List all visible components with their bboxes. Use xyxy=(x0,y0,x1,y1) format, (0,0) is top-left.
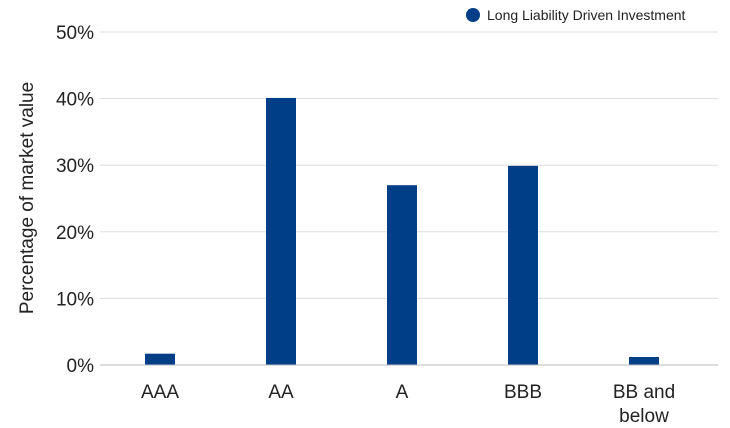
legend-label: Long Liability Driven Investment xyxy=(487,7,686,23)
y-tick-label-0: 0% xyxy=(67,356,95,377)
bar-a xyxy=(387,185,417,365)
x-tick-label-bb-and-below: BB and below xyxy=(613,382,675,427)
y-tick-label-20: 20% xyxy=(56,223,94,244)
x-axis-ticks: AAA AA A BBB BB and below xyxy=(141,382,675,427)
y-tick-label-40: 40% xyxy=(56,90,94,111)
bar-aa xyxy=(266,97,296,366)
y-axis-ticks: 0% 10% 20% 30% 40% 50% xyxy=(56,23,94,377)
y-tick-label-10: 10% xyxy=(56,289,94,310)
gridlines xyxy=(100,31,718,299)
x-tick-label-a: A xyxy=(396,382,409,403)
bars xyxy=(145,97,659,366)
y-tick-label-50: 50% xyxy=(56,23,94,44)
y-axis-title: Percentage of market value xyxy=(17,82,38,314)
bar-aaa xyxy=(145,353,175,365)
bar-bbb xyxy=(508,165,538,365)
y-tick-label-30: 30% xyxy=(56,156,94,177)
legend: Long Liability Driven Investment xyxy=(466,7,686,23)
x-tick-label-bbb: BBB xyxy=(504,382,542,403)
x-tick-label-aa: AA xyxy=(268,382,294,403)
legend-marker xyxy=(466,8,480,22)
bar-bb-and-below xyxy=(629,357,659,365)
x-tick-label-aaa: AAA xyxy=(141,382,179,403)
